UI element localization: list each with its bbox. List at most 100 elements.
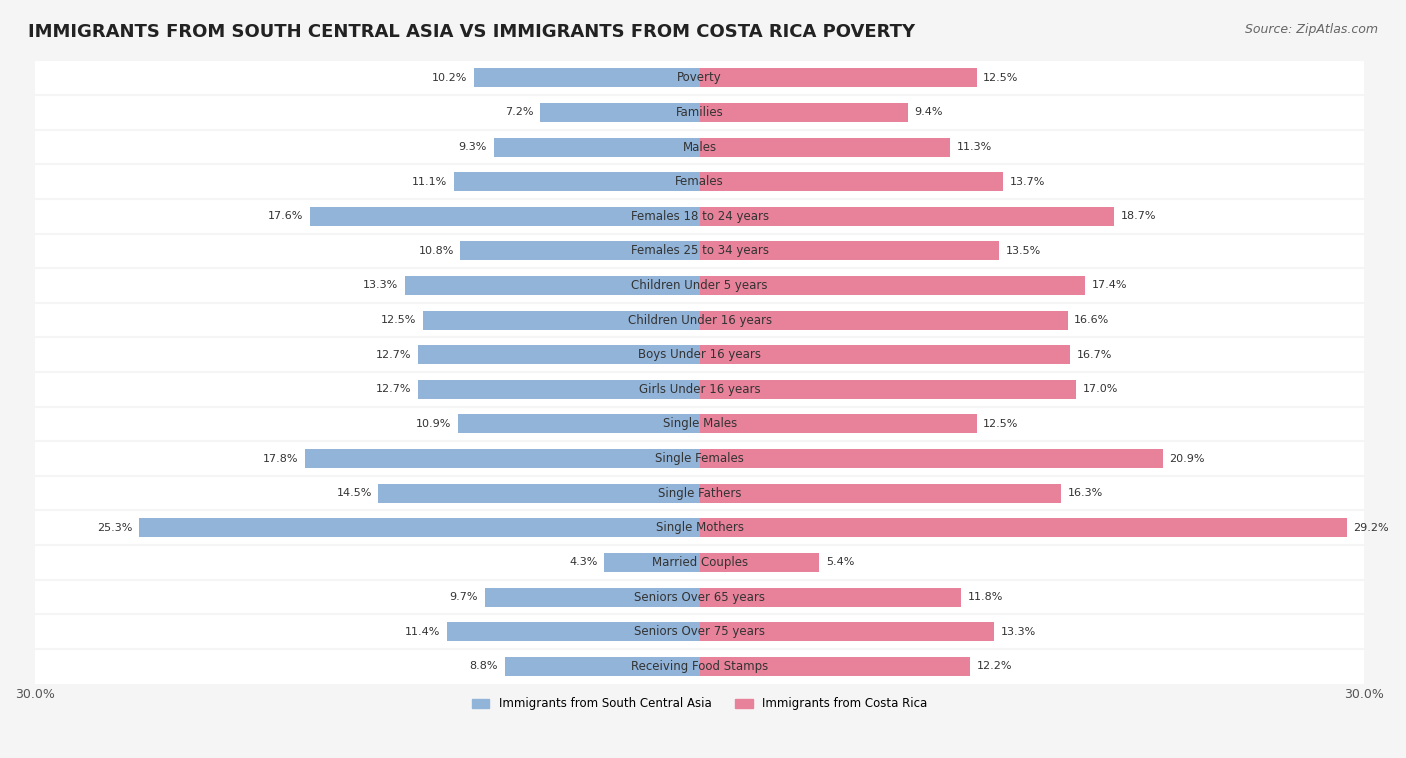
Text: 16.3%: 16.3%	[1067, 488, 1102, 498]
Bar	[700, 68, 977, 87]
Bar	[305, 449, 700, 468]
Bar	[700, 241, 998, 261]
Text: Seniors Over 65 years: Seniors Over 65 years	[634, 590, 765, 603]
Bar	[700, 345, 1070, 365]
FancyBboxPatch shape	[35, 164, 1364, 199]
Text: 4.3%: 4.3%	[569, 557, 598, 568]
Bar	[418, 380, 700, 399]
FancyBboxPatch shape	[35, 302, 1364, 337]
Text: 11.8%: 11.8%	[967, 592, 1004, 602]
Text: 12.5%: 12.5%	[983, 73, 1019, 83]
Bar	[700, 207, 1114, 226]
Bar	[447, 622, 700, 641]
Text: Girls Under 16 years: Girls Under 16 years	[638, 383, 761, 396]
Bar	[700, 276, 1085, 295]
Bar	[485, 587, 700, 606]
Text: 9.3%: 9.3%	[458, 142, 486, 152]
Text: 10.8%: 10.8%	[419, 246, 454, 256]
FancyBboxPatch shape	[35, 130, 1364, 164]
FancyBboxPatch shape	[35, 337, 1364, 372]
Text: 11.4%: 11.4%	[405, 627, 440, 637]
Bar	[540, 103, 700, 122]
Text: Single Mothers: Single Mothers	[655, 522, 744, 534]
Text: Single Fathers: Single Fathers	[658, 487, 741, 500]
Text: 10.9%: 10.9%	[416, 419, 451, 429]
Bar	[458, 415, 700, 434]
Bar	[700, 656, 970, 676]
Bar	[460, 241, 700, 261]
Bar	[700, 380, 1077, 399]
Text: 17.4%: 17.4%	[1092, 280, 1128, 290]
Text: 17.8%: 17.8%	[263, 453, 298, 464]
FancyBboxPatch shape	[35, 649, 1364, 684]
Text: 17.0%: 17.0%	[1083, 384, 1118, 394]
Text: Children Under 16 years: Children Under 16 years	[627, 314, 772, 327]
Bar	[418, 345, 700, 365]
FancyBboxPatch shape	[35, 545, 1364, 580]
Bar	[700, 449, 1163, 468]
Text: 11.3%: 11.3%	[956, 142, 993, 152]
Text: Source: ZipAtlas.com: Source: ZipAtlas.com	[1244, 23, 1378, 36]
Text: IMMIGRANTS FROM SOUTH CENTRAL ASIA VS IMMIGRANTS FROM COSTA RICA POVERTY: IMMIGRANTS FROM SOUTH CENTRAL ASIA VS IM…	[28, 23, 915, 41]
Text: 14.5%: 14.5%	[336, 488, 371, 498]
Bar	[605, 553, 700, 572]
Text: Poverty: Poverty	[678, 71, 723, 84]
Text: 18.7%: 18.7%	[1121, 211, 1156, 221]
FancyBboxPatch shape	[35, 95, 1364, 130]
Bar	[494, 137, 700, 157]
Bar	[700, 518, 1347, 537]
Text: 7.2%: 7.2%	[505, 108, 533, 117]
Text: 20.9%: 20.9%	[1170, 453, 1205, 464]
FancyBboxPatch shape	[35, 580, 1364, 614]
Text: Children Under 5 years: Children Under 5 years	[631, 279, 768, 292]
Text: 9.7%: 9.7%	[450, 592, 478, 602]
Text: 12.5%: 12.5%	[381, 315, 416, 325]
Text: Families: Families	[676, 106, 724, 119]
Text: 9.4%: 9.4%	[915, 108, 943, 117]
Bar	[505, 656, 700, 676]
Bar	[309, 207, 700, 226]
Bar	[700, 103, 908, 122]
Text: 25.3%: 25.3%	[97, 523, 132, 533]
Text: 13.5%: 13.5%	[1005, 246, 1040, 256]
FancyBboxPatch shape	[35, 268, 1364, 302]
FancyBboxPatch shape	[35, 614, 1364, 649]
Text: Boys Under 16 years: Boys Under 16 years	[638, 348, 761, 362]
Text: Males: Males	[683, 140, 717, 154]
Text: 12.7%: 12.7%	[377, 349, 412, 360]
Text: 12.2%: 12.2%	[977, 661, 1012, 672]
Text: Females 18 to 24 years: Females 18 to 24 years	[631, 210, 769, 223]
Bar	[454, 172, 700, 191]
Bar	[700, 622, 994, 641]
Text: 13.3%: 13.3%	[1001, 627, 1036, 637]
FancyBboxPatch shape	[35, 372, 1364, 406]
Text: Receiving Food Stamps: Receiving Food Stamps	[631, 659, 768, 673]
Bar	[700, 553, 820, 572]
Bar	[700, 415, 977, 434]
Text: 17.6%: 17.6%	[267, 211, 304, 221]
Text: 12.5%: 12.5%	[983, 419, 1019, 429]
Text: 16.6%: 16.6%	[1074, 315, 1109, 325]
Bar	[423, 311, 700, 330]
FancyBboxPatch shape	[35, 199, 1364, 233]
FancyBboxPatch shape	[35, 510, 1364, 545]
Text: Females 25 to 34 years: Females 25 to 34 years	[631, 244, 769, 258]
Text: 10.2%: 10.2%	[432, 73, 467, 83]
Legend: Immigrants from South Central Asia, Immigrants from Costa Rica: Immigrants from South Central Asia, Immi…	[467, 693, 932, 715]
Text: 8.8%: 8.8%	[470, 661, 498, 672]
Text: Married Couples: Married Couples	[651, 556, 748, 569]
Text: Single Females: Single Females	[655, 452, 744, 465]
Bar	[139, 518, 700, 537]
Text: 5.4%: 5.4%	[825, 557, 855, 568]
Bar	[405, 276, 700, 295]
Text: Females: Females	[675, 175, 724, 188]
Text: 11.1%: 11.1%	[412, 177, 447, 186]
Text: 12.7%: 12.7%	[377, 384, 412, 394]
Text: 16.7%: 16.7%	[1077, 349, 1112, 360]
Bar	[474, 68, 700, 87]
Bar	[700, 587, 962, 606]
FancyBboxPatch shape	[35, 476, 1364, 510]
Bar	[700, 311, 1067, 330]
Text: Single Males: Single Males	[662, 418, 737, 431]
FancyBboxPatch shape	[35, 441, 1364, 476]
